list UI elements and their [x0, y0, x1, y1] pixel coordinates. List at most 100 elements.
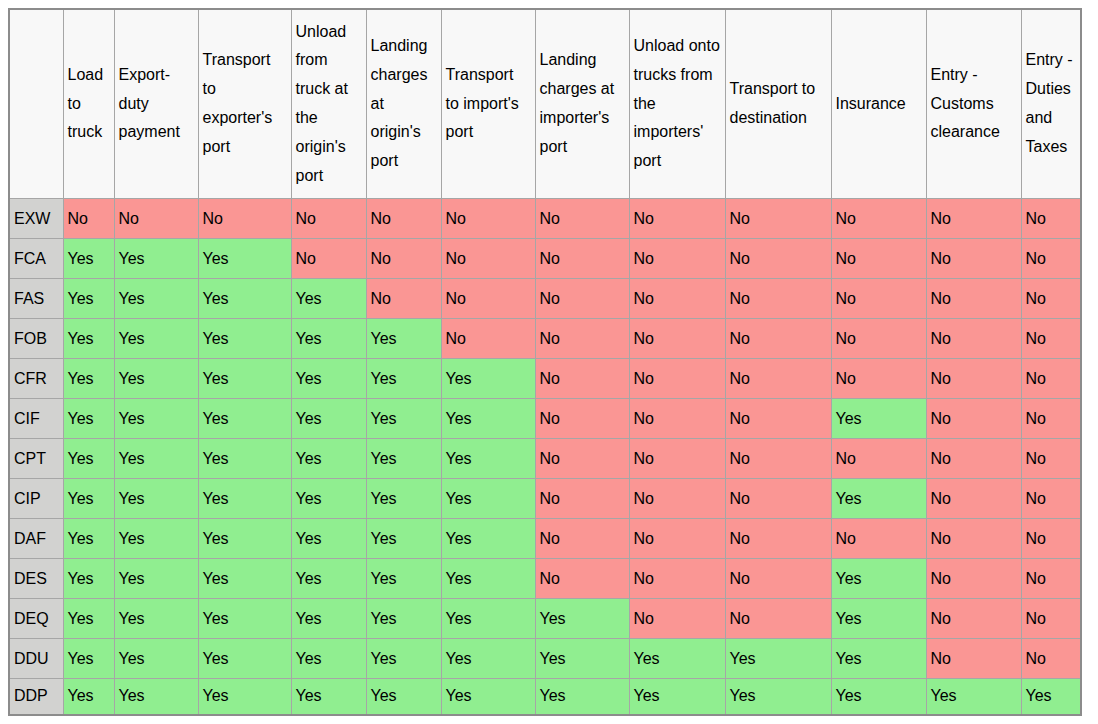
table-row: CFRYesYesYesYesYesYesNoNoNoNoNoNo	[9, 359, 1081, 399]
yes-cell: Yes	[831, 679, 926, 715]
yes-cell: Yes	[366, 679, 441, 715]
yes-cell: Yes	[114, 679, 198, 715]
yes-cell: Yes	[366, 399, 441, 439]
yes-cell: Yes	[114, 399, 198, 439]
yes-cell: Yes	[198, 599, 291, 639]
page: Load to truckExport-duty paymentTranspor…	[0, 0, 1098, 724]
no-cell: No	[535, 479, 629, 519]
no-cell: No	[831, 319, 926, 359]
yes-cell: Yes	[535, 599, 629, 639]
no-cell: No	[1021, 239, 1081, 279]
no-cell: No	[366, 279, 441, 319]
table-row: DAFYesYesYesYesYesYesNoNoNoNoNoNo	[9, 519, 1081, 559]
no-cell: No	[441, 239, 535, 279]
no-cell: No	[1021, 639, 1081, 679]
term-label: DES	[9, 559, 63, 599]
no-cell: No	[926, 519, 1021, 559]
term-label: DEQ	[9, 599, 63, 639]
yes-cell: Yes	[441, 519, 535, 559]
yes-cell: Yes	[291, 359, 366, 399]
yes-cell: Yes	[63, 439, 114, 479]
table-row: FCAYesYesYesNoNoNoNoNoNoNoNoNo	[9, 239, 1081, 279]
no-cell: No	[114, 199, 198, 239]
term-label: DDU	[9, 639, 63, 679]
yes-cell: Yes	[114, 439, 198, 479]
yes-cell: Yes	[629, 639, 725, 679]
no-cell: No	[535, 519, 629, 559]
yes-cell: Yes	[366, 519, 441, 559]
no-cell: No	[725, 559, 831, 599]
term-label: CFR	[9, 359, 63, 399]
no-cell: No	[535, 279, 629, 319]
no-cell: No	[63, 199, 114, 239]
column-header: Entry - Customs clearance	[926, 9, 1021, 199]
yes-cell: Yes	[441, 359, 535, 399]
no-cell: No	[198, 199, 291, 239]
yes-cell: Yes	[441, 479, 535, 519]
no-cell: No	[926, 559, 1021, 599]
column-header: Landing charges at importer's port	[535, 9, 629, 199]
no-cell: No	[291, 239, 366, 279]
yes-cell: Yes	[114, 519, 198, 559]
term-label: FAS	[9, 279, 63, 319]
no-cell: No	[1021, 479, 1081, 519]
yes-cell: Yes	[63, 359, 114, 399]
table-row: CIPYesYesYesYesYesYesNoNoNoYesNoNo	[9, 479, 1081, 519]
term-label: FCA	[9, 239, 63, 279]
yes-cell: Yes	[291, 399, 366, 439]
no-cell: No	[926, 439, 1021, 479]
yes-cell: Yes	[63, 479, 114, 519]
yes-cell: Yes	[441, 639, 535, 679]
yes-cell: Yes	[114, 599, 198, 639]
yes-cell: Yes	[291, 559, 366, 599]
yes-cell: Yes	[366, 439, 441, 479]
yes-cell: Yes	[366, 599, 441, 639]
yes-cell: Yes	[63, 279, 114, 319]
yes-cell: Yes	[441, 679, 535, 715]
no-cell: No	[1021, 399, 1081, 439]
yes-cell: Yes	[198, 479, 291, 519]
table-row: CPTYesYesYesYesYesYesNoNoNoNoNoNo	[9, 439, 1081, 479]
no-cell: No	[535, 399, 629, 439]
yes-cell: Yes	[291, 479, 366, 519]
table-row: FASYesYesYesYesNoNoNoNoNoNoNoNo	[9, 279, 1081, 319]
no-cell: No	[366, 199, 441, 239]
yes-cell: Yes	[63, 639, 114, 679]
no-cell: No	[725, 319, 831, 359]
no-cell: No	[725, 239, 831, 279]
yes-cell: Yes	[291, 279, 366, 319]
yes-cell: Yes	[291, 319, 366, 359]
yes-cell: Yes	[725, 679, 831, 715]
no-cell: No	[926, 239, 1021, 279]
no-cell: No	[926, 319, 1021, 359]
no-cell: No	[1021, 319, 1081, 359]
yes-cell: Yes	[441, 399, 535, 439]
no-cell: No	[629, 399, 725, 439]
yes-cell: Yes	[291, 679, 366, 715]
no-cell: No	[725, 479, 831, 519]
no-cell: No	[926, 599, 1021, 639]
term-label: DDP	[9, 679, 63, 715]
yes-cell: Yes	[63, 239, 114, 279]
no-cell: No	[725, 199, 831, 239]
column-header: Insurance	[831, 9, 926, 199]
no-cell: No	[725, 359, 831, 399]
yes-cell: Yes	[198, 399, 291, 439]
yes-cell: Yes	[366, 359, 441, 399]
table-row: DDUYesYesYesYesYesYesYesYesYesYesNoNo	[9, 639, 1081, 679]
yes-cell: Yes	[114, 279, 198, 319]
no-cell: No	[1021, 559, 1081, 599]
no-cell: No	[629, 479, 725, 519]
no-cell: No	[629, 439, 725, 479]
yes-cell: Yes	[1021, 679, 1081, 715]
yes-cell: Yes	[63, 679, 114, 715]
yes-cell: Yes	[831, 399, 926, 439]
yes-cell: Yes	[114, 319, 198, 359]
incoterms-table: Load to truckExport-duty paymentTranspor…	[8, 8, 1082, 716]
yes-cell: Yes	[198, 439, 291, 479]
no-cell: No	[1021, 439, 1081, 479]
yes-cell: Yes	[63, 559, 114, 599]
yes-cell: Yes	[441, 599, 535, 639]
no-cell: No	[535, 439, 629, 479]
table-row: FOBYesYesYesYesYesNoNoNoNoNoNoNo	[9, 319, 1081, 359]
